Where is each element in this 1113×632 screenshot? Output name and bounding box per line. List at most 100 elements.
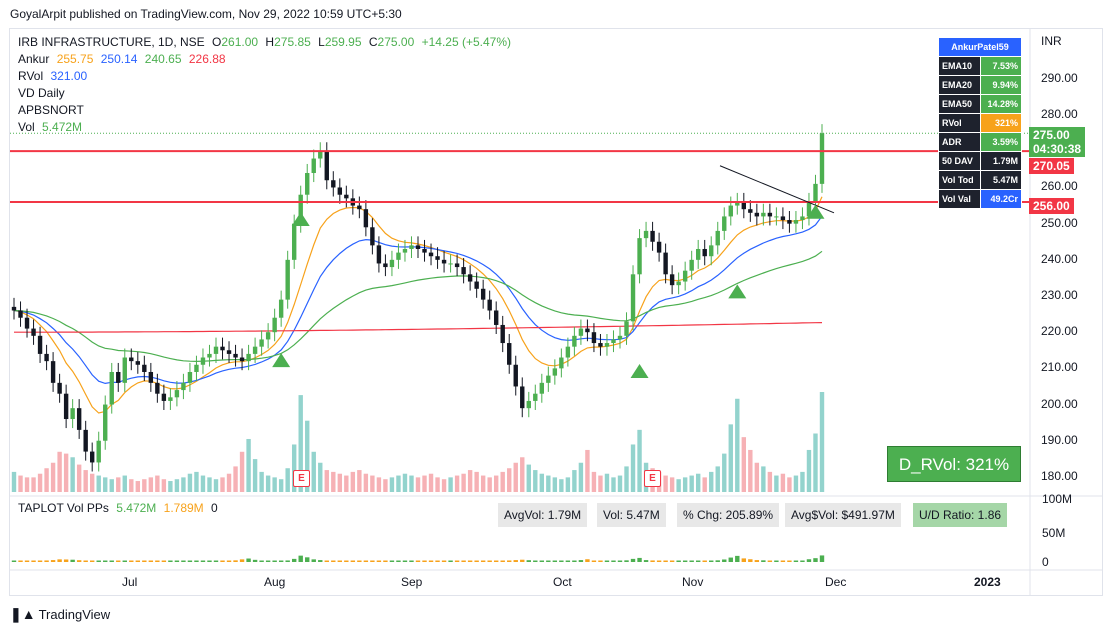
volume-bar [129,479,134,492]
close-value: 275.00 [377,35,415,49]
volume-bar [376,477,382,492]
lower-pane-bar [31,560,36,562]
volume-bar [298,395,303,492]
stats-table: AnkurPatel59 EMA10 7.53% EMA20 9.94% EMA50… [937,37,1022,209]
earnings-marker[interactable]: E [644,470,661,487]
candle-body [148,371,154,383]
lower-pane-bar [324,560,329,562]
lower-pane-bar [63,559,69,562]
lower-pane-bar [129,560,134,562]
lower-pane-bar [487,560,492,562]
candle-body [493,310,499,325]
candle-body [207,353,212,358]
candle-body [50,361,56,383]
lower-pane-bar [520,559,525,562]
volume-bar [194,471,199,492]
lower-pane-bar [350,560,356,562]
lower-pane-bar [800,560,805,562]
lower-pane-bar [11,560,17,562]
volume-bar [318,462,323,492]
price-axis-tick: 190.00 [1041,432,1078,447]
candle-body [415,245,421,249]
candle-body [213,346,219,354]
volume-bar [396,475,401,492]
lower-pane-bar [370,560,375,562]
volume-bar [220,477,225,492]
volume-bar [500,471,505,492]
candle-body [709,245,714,257]
price-axis-tick: 290.00 [1041,70,1078,85]
candle-body [311,158,316,174]
volume-bar [259,471,264,492]
lower-pane-bar [285,560,290,562]
volume-bar [31,477,36,492]
lower-pane-v2: 1.789M [163,501,204,515]
volume-bar [448,477,453,492]
volume-bar [578,462,584,492]
candle-body [246,353,251,362]
volume-bar [50,462,56,492]
lower-pane-bar [669,560,675,562]
volume-bar [513,462,518,492]
volume-bar [520,457,525,492]
volume-bar [454,475,460,492]
candle-body [428,252,434,257]
volume-bar [187,473,193,492]
lower-pane-bar [754,560,760,562]
lower-pane-bar [148,560,154,562]
stats-key: EMA50 [937,94,982,114]
candle-body [819,133,825,184]
time-axis-tick: 2023 [974,575,1001,589]
change-value: +14.25 (+5.47%) [421,35,511,49]
price-axis-tick: 280.00 [1041,107,1078,122]
candle-body [761,212,766,217]
lower-pane-bar [213,560,219,562]
tradingview-logo[interactable]: ❚▲ TradingView [10,606,110,623]
earnings-marker[interactable]: E [293,470,310,487]
volume-bar [461,473,466,492]
lower-pane-bar [18,560,23,562]
volume-bar [624,466,629,492]
lower-pane-bar [44,560,49,562]
volume-bar [272,477,277,492]
volume-bar [428,473,434,492]
lower-pane-bar [813,558,818,562]
lower-pane-bar [422,560,427,562]
volume-bar [435,477,440,492]
lower-pane-bar [637,557,642,562]
stats-key: Vol Tod [937,170,982,190]
candle-body [161,393,167,401]
lower-pane-bar [572,560,577,562]
trendline [719,165,835,214]
candle-body [787,220,792,224]
volume-bar [357,470,362,492]
candle-body [813,183,818,202]
lower-pane-bar [533,560,538,562]
lower-pane-bar [122,560,127,562]
candle-body [520,386,525,409]
candle-body [226,350,232,354]
lower-pane-bar [246,558,251,562]
volume-bar [572,470,577,492]
candle-body [96,440,101,463]
lower-pane-bar [454,560,460,562]
volume-bar [389,477,395,492]
lower-pane-bar [513,560,518,562]
candle-body [122,357,127,383]
lower-pane-bar [546,560,551,562]
volume-bar [715,466,720,492]
stats-value: 7.53% [980,56,1022,76]
lower-pane-bar [318,560,323,562]
lower-pane-bar [585,559,590,562]
volume-bar [142,479,147,492]
candle-body [767,212,773,217]
lower-pane-bar [507,560,512,562]
lower-pane-bar [142,560,147,562]
volume-bar [337,473,343,492]
lower-pane-bar [363,560,369,562]
ema-50-line [13,250,823,363]
volume-bar [598,475,603,492]
candle-body [383,263,388,268]
candle-body [689,259,694,271]
